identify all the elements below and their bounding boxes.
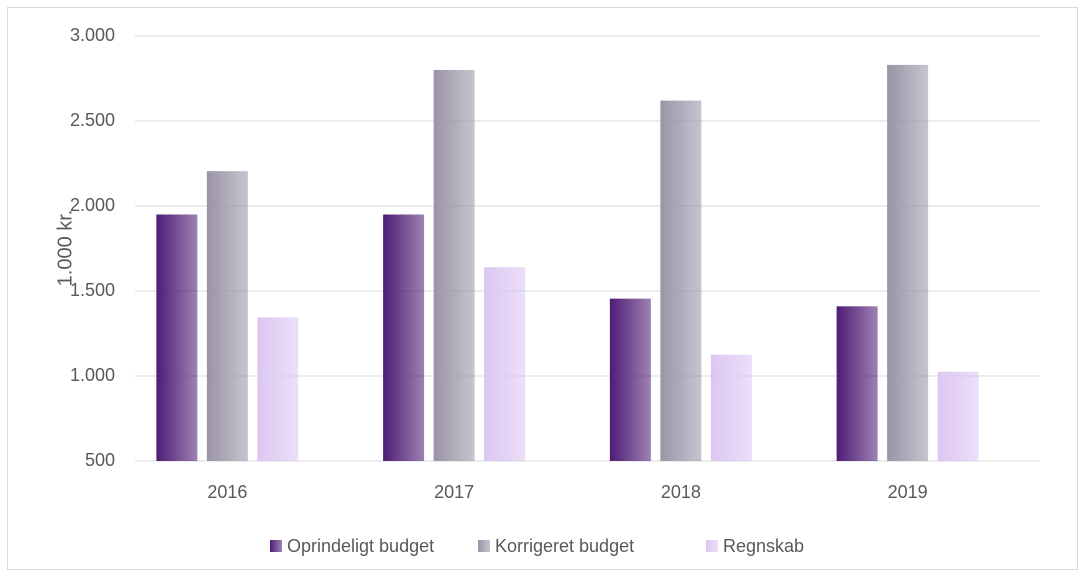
legend-label: Oprindeligt budget [287,536,434,556]
x-tick-label: 2017 [434,482,474,502]
bar [156,214,198,461]
bar [383,214,425,461]
legend-label: Korrigeret budget [495,536,634,556]
x-tick-label: 2016 [207,482,247,502]
bar [484,267,526,461]
bar [257,317,299,461]
y-tick-label: 1.500 [70,280,115,300]
legend-swatch [478,540,490,552]
y-tick-label: 2.000 [70,195,115,215]
y-tick-label: 1.000 [70,365,115,385]
bar [660,100,702,461]
bar [433,70,475,461]
bar [206,171,248,461]
x-tick-label: 2019 [888,482,928,502]
y-axis-label: 1.000 kr. [54,210,76,287]
y-tick-label: 3.000 [70,25,115,45]
legend-label: Regnskab [723,536,804,556]
bar [836,306,878,461]
x-tick-label: 2018 [661,482,701,502]
legend-swatch [706,540,718,552]
bar [887,64,929,462]
y-tick-label: 2.500 [70,110,115,130]
bar [609,298,651,461]
bar [937,371,979,461]
bar [710,354,752,461]
y-tick-label: 500 [85,450,115,470]
legend-swatch [270,540,282,552]
